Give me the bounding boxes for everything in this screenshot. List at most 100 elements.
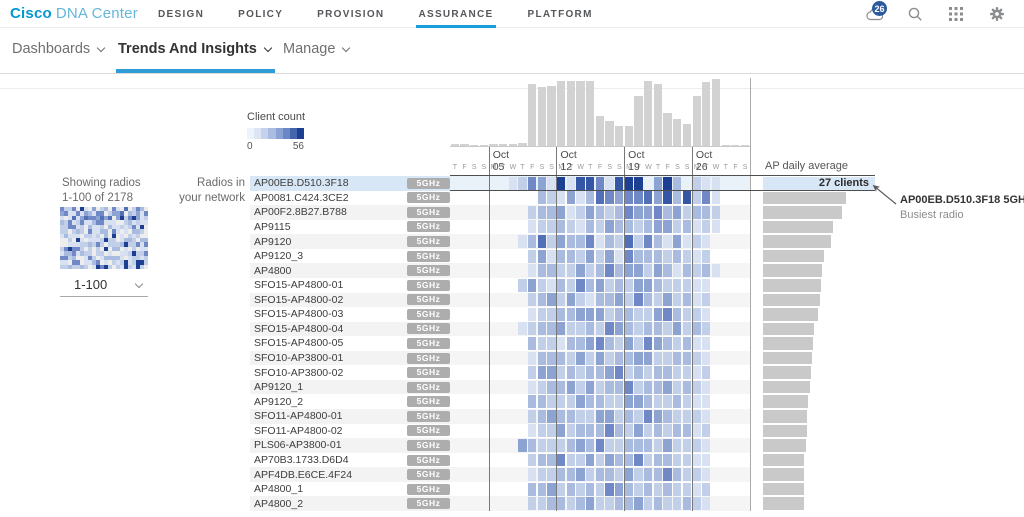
heatmap-cell[interactable] — [537, 307, 546, 321]
heatmap-cell[interactable] — [528, 453, 537, 467]
heatmap-cell[interactable] — [557, 293, 566, 307]
heatmap-cell[interactable] — [605, 176, 614, 190]
heatmap-cell[interactable] — [682, 264, 692, 278]
heatmap-cell[interactable] — [537, 322, 546, 336]
heatmap-cell[interactable] — [537, 220, 546, 234]
ap-daily-average-bar[interactable] — [763, 235, 832, 248]
heatmap-cell[interactable] — [673, 322, 682, 336]
heatmap-cell[interactable] — [547, 264, 556, 278]
radio-range-dropdown[interactable]: 1-100 — [60, 273, 148, 297]
daily-total-histogram-bar[interactable] — [721, 144, 730, 146]
heatmap-cell[interactable] — [576, 235, 585, 248]
heatmap-cell[interactable] — [682, 191, 692, 205]
heatmap-cell[interactable] — [528, 438, 537, 452]
heatmap-cell[interactable] — [653, 395, 663, 409]
ap-list-row[interactable]: SFO10-AP3800-02 5GHz — [250, 365, 455, 380]
heatmap-cell[interactable] — [702, 307, 711, 321]
heatmap-cell[interactable] — [634, 293, 643, 307]
search-icon[interactable] — [906, 5, 924, 23]
heatmap-cell[interactable] — [692, 438, 701, 452]
heatmap-cell[interactable] — [518, 176, 527, 190]
heatmap-cell[interactable] — [566, 482, 575, 496]
gear-icon[interactable] — [988, 5, 1006, 23]
heatmap-cell[interactable] — [547, 235, 556, 248]
heatmap-cell[interactable] — [673, 278, 682, 292]
heatmap-cell[interactable] — [615, 176, 624, 190]
heatmap-cell[interactable] — [566, 409, 575, 423]
heatmap-cell[interactable] — [692, 395, 701, 409]
heatmap-cell[interactable] — [566, 205, 575, 219]
heatmap-cell[interactable] — [702, 278, 711, 292]
heatmap-cell[interactable] — [634, 468, 643, 482]
daily-total-histogram-bar[interactable] — [702, 82, 711, 146]
ap-daily-average-bar[interactable] — [763, 410, 807, 423]
heatmap-cell[interactable] — [653, 337, 663, 350]
heatmap-cell[interactable] — [557, 278, 566, 292]
heatmap-cell[interactable] — [653, 380, 663, 394]
heatmap-cell[interactable] — [692, 497, 701, 511]
heatmap-cell[interactable] — [528, 220, 537, 234]
ap-list-row[interactable]: AP0081.C424.3CE2 5GHz — [250, 190, 455, 206]
daily-total-histogram-bar[interactable] — [595, 115, 605, 146]
heatmap-cell[interactable] — [673, 191, 682, 205]
ap-daily-average-bar[interactable] — [763, 322, 815, 336]
heatmap-cell[interactable] — [528, 264, 537, 278]
daily-total-histogram-bar[interactable] — [634, 95, 643, 146]
heatmap-cell[interactable] — [586, 307, 595, 321]
heatmap-cell[interactable] — [595, 438, 605, 452]
heatmap-cell[interactable] — [605, 337, 614, 350]
heatmap-cell[interactable] — [711, 264, 721, 278]
ap-daily-average-bar[interactable] — [763, 293, 820, 307]
heatmap-cell[interactable] — [547, 205, 556, 219]
heatmap-cell[interactable] — [557, 264, 566, 278]
ap-list-row[interactable]: PLS06-AP3800-01 5GHz — [250, 438, 455, 453]
heatmap-cell[interactable] — [624, 409, 634, 423]
ap-list-row[interactable]: SFO10-AP3800-01 5GHz — [250, 350, 455, 366]
heatmap-cell[interactable] — [605, 497, 614, 511]
heatmap-cell[interactable] — [663, 409, 672, 423]
heatmap-cell[interactable] — [566, 322, 575, 336]
heatmap-cell[interactable] — [528, 482, 537, 496]
heatmap-cell[interactable] — [702, 293, 711, 307]
heatmap-cell[interactable] — [673, 497, 682, 511]
heatmap-cell[interactable] — [682, 453, 692, 467]
heatmap-cell[interactable] — [634, 307, 643, 321]
ap-daily-average-bar[interactable] — [763, 497, 804, 510]
ap-list-row[interactable]: SFO15-AP4800-05 5GHz — [250, 336, 455, 351]
heatmap-cell[interactable] — [644, 482, 653, 496]
daily-total-histogram-bar[interactable] — [740, 144, 750, 146]
heatmap-cell[interactable] — [595, 322, 605, 336]
heatmap-cell[interactable] — [615, 235, 624, 248]
daily-total-histogram-bar[interactable] — [537, 87, 546, 146]
heatmap-cell[interactable] — [682, 409, 692, 423]
heatmap-cell[interactable] — [595, 235, 605, 248]
heatmap-cell[interactable] — [557, 337, 566, 350]
heatmap-cell[interactable] — [557, 482, 566, 496]
heatmap-cell[interactable] — [653, 191, 663, 205]
heatmap-cell[interactable] — [547, 468, 556, 482]
heatmap-cell[interactable] — [557, 191, 566, 205]
heatmap-cell[interactable] — [615, 482, 624, 496]
ap-daily-average-bar[interactable] — [763, 206, 843, 219]
heatmap-cell[interactable] — [673, 220, 682, 234]
heatmap-cell[interactable] — [557, 453, 566, 467]
heatmap-cell[interactable] — [673, 205, 682, 219]
heatmap-cell[interactable] — [557, 395, 566, 409]
heatmap-cell[interactable] — [634, 482, 643, 496]
heatmap-cell[interactable] — [624, 424, 634, 438]
ap-list-row[interactable]: AP9120 5GHz — [250, 234, 455, 249]
heatmap-cell[interactable] — [663, 249, 672, 263]
heatmap-cell[interactable] — [682, 278, 692, 292]
heatmap-cell[interactable] — [634, 380, 643, 394]
heatmap-cell[interactable] — [624, 395, 634, 409]
heatmap-cell[interactable] — [663, 395, 672, 409]
heatmap-cell[interactable] — [576, 322, 585, 336]
heatmap-cell[interactable] — [673, 409, 682, 423]
heatmap-cell[interactable] — [702, 366, 711, 380]
heatmap-cell[interactable] — [682, 366, 692, 380]
heatmap-cell[interactable] — [595, 264, 605, 278]
heatmap-cell[interactable] — [682, 380, 692, 394]
heatmap-cell[interactable] — [682, 293, 692, 307]
heatmap-cell[interactable] — [586, 293, 595, 307]
heatmap-cell[interactable] — [547, 278, 556, 292]
